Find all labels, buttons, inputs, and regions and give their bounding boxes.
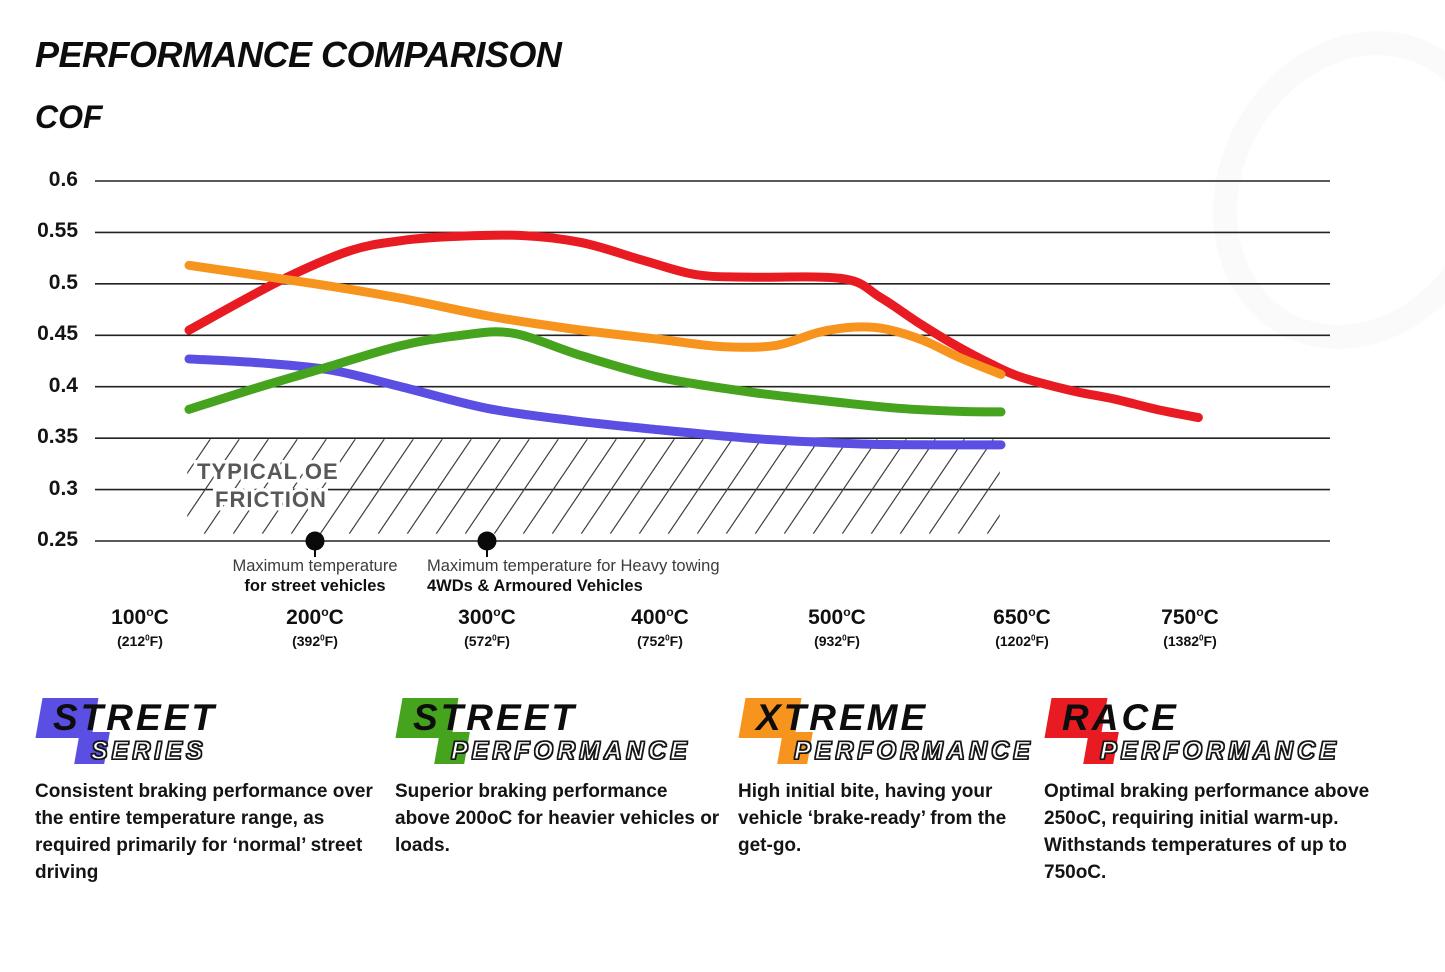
oe-friction-label: TYPICAL OE [197,459,339,484]
logo-word-primary: XTREME [756,697,929,738]
series-description: Superior braking performance above 200oC… [395,781,720,856]
street-series-logo: STREET SERIES [35,697,380,773]
y-axis-label: 0.35 [37,425,78,449]
curve-xtreme-performance [184,260,1006,379]
logo-word-secondary: PERFORMANCE [793,736,1034,765]
legend-street-performance: STREET PERFORMANCE Superior braking perf… [395,697,730,856]
y-axis-label: 0.3 [48,476,78,500]
logo-word-secondary: SERIES [90,736,207,765]
y-axis-title: COF [35,99,103,135]
logo-word-primary: STREET [413,697,577,738]
xtreme-performance-logo: XTREME PERFORMANCE [738,697,1038,773]
street-performance-logo: STREET PERFORMANCE [395,697,730,773]
marker-annotation: Maximum temperature for street vehicles [232,557,398,596]
series-description: Consistent braking performance over the … [35,781,373,883]
logo-word-secondary: PERFORMANCE [450,736,691,765]
x-axis-tick: 300oC (5720F) [458,605,516,649]
legend-race-performance: RACE PERFORMANCE Optimal braking perform… [1044,697,1384,883]
x-axis-tick: 100oC (2120F) [111,605,169,649]
x-axis-tick: 500oC (9320F) [808,605,866,649]
x-axis-tick: 400oC (7520F) [631,605,689,649]
series-description: High initial bite, having your vehicle ‘… [738,781,1007,856]
y-axis-label: 0.45 [37,322,78,346]
marker-annotation: Maximum temperature for Heavy towing 4WDs… [427,557,720,596]
logo-word-primary: RACE [1062,697,1179,738]
oe-friction-hatch [187,439,1000,534]
y-axis-label: 0.55 [37,219,78,243]
y-axis-label: 0.5 [48,270,78,294]
max-temp-marker [305,531,325,551]
oe-friction-label: FRICTION [215,487,327,512]
x-axis-tick: 650oC (12020F) [993,605,1051,649]
series-description: Optimal braking performance above 250oC,… [1044,781,1370,883]
logo-word-secondary: PERFORMANCE [1099,736,1340,765]
max-temp-marker [477,531,497,551]
logo-word-primary: STREET [53,697,217,738]
legend-xtreme-performance: XTREME PERFORMANCE High initial bite, ha… [738,697,1038,856]
race-performance-logo: RACE PERFORMANCE [1044,697,1384,773]
y-axis-label: 0.25 [37,527,78,551]
page-title: PERFORMANCE COMPARISON [35,34,562,75]
curve-street-performance [184,327,1006,417]
y-axis-label: 0.6 [48,168,78,191]
curve-race-performance [184,230,1203,423]
legend-street-series: STREET SERIES Consistent braking perform… [35,697,380,883]
x-axis-tick: 750oC (13820F) [1161,605,1219,649]
x-axis-tick: 200oC (3920F) [286,605,344,649]
y-axis-label: 0.4 [48,373,78,397]
